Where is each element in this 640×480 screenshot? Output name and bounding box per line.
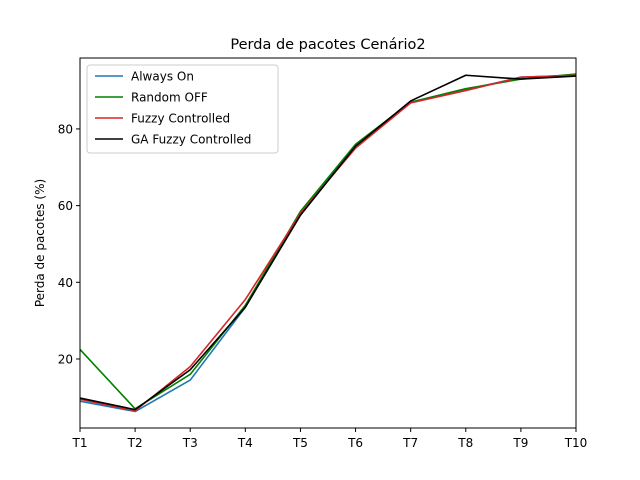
legend-label: Random OFF	[131, 91, 208, 105]
x-tick-label: T8	[457, 436, 473, 450]
legend-label: Fuzzy Controlled	[131, 112, 230, 126]
chart-title: Perda de pacotes Cenário2	[230, 37, 425, 53]
x-axis: T1 T2 T3 T4 T5 T6 T7 T8 T9 T10	[72, 428, 588, 450]
y-axis: 20 40 60 80	[58, 122, 80, 366]
x-tick-label: T5	[292, 436, 308, 450]
x-tick-label: T1	[72, 436, 88, 450]
legend-box	[86, 64, 279, 154]
series-line-3	[79, 74, 577, 411]
x-tick-label: T4	[237, 436, 253, 450]
plot-frame	[79, 57, 577, 429]
y-tick-label: 60	[58, 199, 73, 213]
legend-label: GA Fuzzy Controlled	[131, 133, 251, 147]
y-tick-label: 80	[58, 122, 73, 136]
x-tick-label: T2	[127, 436, 143, 450]
x-tick-label: T7	[402, 436, 418, 450]
x-tick-label: T9	[512, 436, 528, 450]
y-tick-label: 20	[58, 352, 73, 366]
x-tick-label: T10	[564, 436, 588, 450]
series-layer	[79, 73, 577, 413]
legend-label: Always On	[131, 70, 194, 84]
x-tick-label: T3	[182, 436, 198, 450]
y-axis-label: Perda de pacotes (%)	[33, 179, 47, 307]
x-tick-label: T6	[347, 436, 363, 450]
legend: Always On Random OFF Fuzzy Controlled GA Fu…	[86, 64, 279, 154]
y-tick-label: 40	[58, 276, 73, 290]
